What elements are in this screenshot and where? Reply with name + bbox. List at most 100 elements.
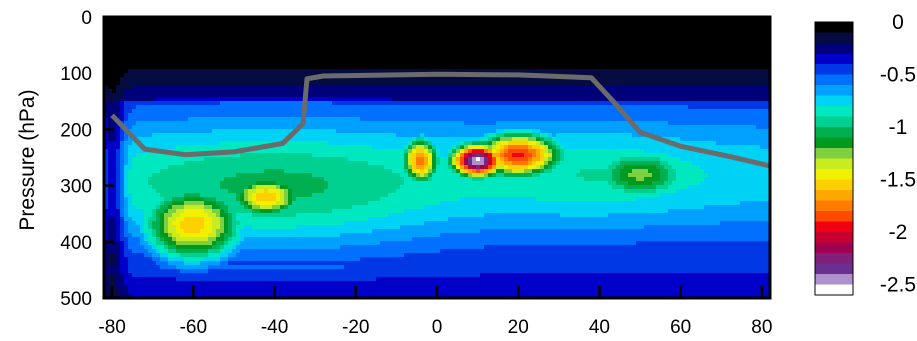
field-cell xyxy=(724,21,729,26)
field-cell xyxy=(596,45,601,50)
field-cell xyxy=(312,33,317,38)
field-cell xyxy=(248,125,253,130)
field-cell xyxy=(340,77,345,82)
field-cell xyxy=(136,33,141,38)
field-cell xyxy=(416,21,421,26)
field-cell xyxy=(232,37,237,42)
field-cell xyxy=(296,77,301,82)
field-cell xyxy=(472,37,477,42)
field-cell xyxy=(440,29,445,34)
field-cell xyxy=(764,109,769,114)
field-cell xyxy=(652,29,657,34)
field-cell xyxy=(608,77,613,82)
field-cell xyxy=(356,61,361,66)
field-cell xyxy=(112,25,117,30)
field-cell xyxy=(432,37,437,42)
field-cell xyxy=(484,61,489,66)
field-cell xyxy=(464,17,469,22)
field-cell xyxy=(596,33,601,38)
field-cell xyxy=(668,65,673,70)
field-cell xyxy=(480,129,485,134)
field-cell xyxy=(416,45,421,50)
field-cell xyxy=(292,121,297,126)
field-cell xyxy=(108,53,113,58)
field-cell xyxy=(368,25,373,30)
field-cell xyxy=(400,121,405,126)
field-cell xyxy=(308,101,313,106)
field-cell xyxy=(396,105,401,110)
field-cell xyxy=(296,41,301,46)
field-cell xyxy=(708,65,713,70)
field-cell xyxy=(436,129,441,134)
field-cell xyxy=(244,117,249,122)
field-cell xyxy=(240,125,245,130)
field-cell xyxy=(256,117,261,122)
field-cell xyxy=(448,53,453,58)
field-cell xyxy=(352,37,357,42)
field-cell xyxy=(636,93,641,98)
field-cell xyxy=(144,113,149,118)
field-cell xyxy=(520,65,525,70)
field-cell xyxy=(216,81,221,86)
field-cell xyxy=(372,45,377,50)
field-cell xyxy=(396,93,401,98)
field-cell xyxy=(140,81,145,86)
field-cell xyxy=(160,93,165,98)
field-cell xyxy=(324,57,329,62)
field-cell xyxy=(236,41,241,46)
field-cell xyxy=(156,49,161,54)
field-cell xyxy=(636,69,641,74)
field-cell xyxy=(752,117,757,122)
field-cell xyxy=(468,125,473,130)
field-cell xyxy=(564,101,569,106)
field-cell xyxy=(160,117,165,122)
field-cell xyxy=(192,97,197,102)
field-cell xyxy=(216,125,221,130)
field-cell xyxy=(600,97,605,102)
field-cell xyxy=(428,37,433,42)
field-cell xyxy=(216,85,221,90)
field-cell xyxy=(564,65,569,70)
field-cell xyxy=(404,61,409,66)
field-cell xyxy=(440,33,445,38)
field-cell xyxy=(688,41,693,46)
field-cell xyxy=(496,109,501,114)
field-cell xyxy=(608,25,613,30)
field-cell xyxy=(124,73,129,78)
field-cell xyxy=(152,93,157,98)
field-cell xyxy=(276,97,281,102)
field-cell xyxy=(560,41,565,46)
field-cell xyxy=(700,93,705,98)
field-cell xyxy=(384,81,389,86)
field-cell xyxy=(188,45,193,50)
field-cell xyxy=(644,101,649,106)
field-cell xyxy=(368,49,373,54)
field-cell xyxy=(216,121,221,126)
field-cell xyxy=(760,77,765,82)
field-cell xyxy=(704,69,709,74)
field-cell xyxy=(388,81,393,86)
field-cell xyxy=(296,121,301,126)
field-cell xyxy=(452,57,457,62)
field-cell xyxy=(616,29,621,34)
field-cell xyxy=(120,65,125,70)
field-cell xyxy=(736,49,741,54)
field-cell xyxy=(244,133,249,138)
field-cell xyxy=(268,89,273,94)
field-cell xyxy=(584,97,589,102)
field-cell xyxy=(316,125,321,130)
field-cell xyxy=(308,69,313,74)
field-cell xyxy=(764,89,769,94)
field-cell xyxy=(376,129,381,134)
field-cell xyxy=(764,69,769,74)
field-cell xyxy=(356,97,361,102)
field-cell xyxy=(420,25,425,30)
field-cell xyxy=(540,97,545,102)
field-cell xyxy=(116,81,121,86)
field-cell xyxy=(700,77,705,82)
field-cell xyxy=(376,37,381,42)
field-cell xyxy=(532,77,537,82)
field-cell xyxy=(284,17,289,22)
field-cell xyxy=(556,133,561,138)
field-cell xyxy=(260,53,265,58)
